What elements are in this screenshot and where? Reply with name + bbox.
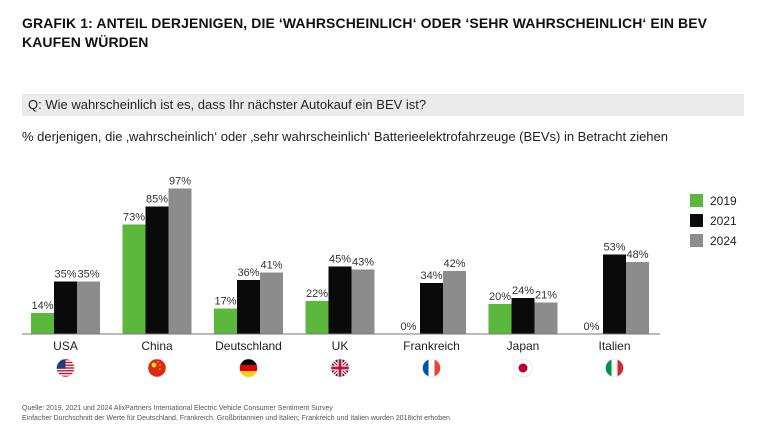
bar-deutschland-2021 [237,280,260,334]
category-label-uk: UK [332,339,349,353]
data-label-italien-2024: 48% [626,249,648,261]
category-label-usa: USA [53,339,78,353]
data-label-italien-2019: 0% [584,321,600,333]
bar-usa-2024 [77,281,100,334]
bar-usa-2019 [31,313,54,334]
bar-uk-2024 [351,269,375,334]
bar-china-2021 [145,206,169,334]
bar-deutschland-2024 [260,272,283,334]
chart-subtitle: % derjenigen, die ‚wahrscheinlich‘ oder … [22,129,669,144]
data-label-deutschland-2019: 17% [214,296,236,308]
bar-italien-2024 [626,262,649,334]
source-line-1: Quelle: 2019, 2021 und 2024 AlixPartners… [22,405,333,412]
source-line-2: Einfacher Durchschnitt der Werte für Deu… [22,415,450,422]
category-label-frankreich: Frankreich [403,339,460,353]
category-label-japan: Japan [507,339,540,353]
bar-uk-2019 [305,301,329,334]
china-flag-icon [147,358,167,378]
data-label-japan-2024: 21% [535,290,557,302]
japan-flag-icon [513,358,533,378]
data-label-japan-2021: 24% [512,285,534,297]
data-label-uk-2024: 43% [352,257,374,269]
data-label-japan-2019: 20% [489,291,511,303]
bar-usa-2021 [54,281,77,334]
uk-flag-icon [330,358,350,378]
data-label-frankreich-2019: 0% [401,321,417,333]
bar-frankreich-2021 [420,283,443,334]
data-label-frankreich-2021: 34% [420,270,442,282]
data-label-italien-2021: 53% [603,242,625,254]
question-box: Q: Wie wahrscheinlich ist es, dass Ihr n… [22,94,744,116]
data-label-uk-2021: 45% [329,254,351,266]
bar-frankreich-2024 [443,271,466,334]
data-label-uk-2019: 22% [306,288,328,300]
bar-japan-2021 [511,298,535,334]
bar-china-2019 [122,224,146,334]
data-label-usa-2024: 35% [77,269,99,281]
data-label-china-2024: 97% [169,176,191,188]
legend-swatch-2019 [690,194,703,207]
category-label-italien: Italien [598,339,630,353]
legend-swatch-2021 [690,214,703,227]
question-text: Q: Wie wahrscheinlich ist es, dass Ihr n… [28,97,427,112]
source-note: Quelle: 2019, 2021 und 2024 AlixPartners… [22,404,450,424]
legend-swatch-2024 [690,234,703,247]
data-label-frankreich-2024: 42% [443,258,465,270]
bar-japan-2019 [488,304,512,334]
legend-label-2024: 2024 [710,234,737,248]
chart-title: GRAFIK 1: ANTEIL DERJENIGEN, DIE ‘WAHRSC… [22,15,708,50]
data-label-deutschland-2021: 36% [237,267,259,279]
bar-uk-2021 [328,266,352,334]
category-label-china: China [141,339,173,353]
bar-deutschland-2019 [214,308,237,334]
category-label-deutschland: Deutschland [215,339,282,353]
data-label-usa-2019: 14% [31,300,53,312]
us-flag-icon [56,358,75,378]
legend-label-2019: 2019 [710,194,737,208]
bar-italien-2021 [603,254,626,334]
data-label-china-2021: 85% [146,194,168,206]
italy-flag-icon [605,358,624,378]
bar-japan-2024 [534,302,558,334]
bar-china-2024 [168,188,192,334]
legend-label-2021: 2021 [710,214,737,228]
germany-flag-icon [239,358,258,378]
data-label-usa-2021: 35% [54,269,76,281]
data-label-deutschland-2024: 41% [260,260,282,272]
france-flag-icon [422,358,441,378]
data-label-china-2019: 73% [123,212,145,224]
